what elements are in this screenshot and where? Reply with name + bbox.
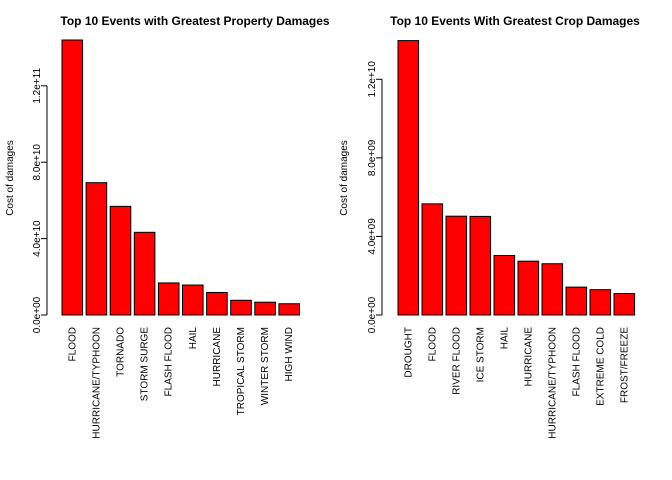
bar [254, 301, 276, 316]
bars-property [61, 39, 300, 316]
y-axis-property: 0.0e+00 4.0e+10 8.0e+10 1.2e+11 [32, 68, 48, 333]
category-label: TROPICAL STORM [236, 327, 247, 415]
y-tick-label: 4.0e+09 [367, 218, 378, 255]
y-axis-label-crop: Cost of damages [339, 140, 350, 216]
category-label: RIVER FLOOD [451, 327, 462, 395]
category-label: FLASH FLOOD [164, 327, 175, 396]
category-label: HURRICANE/TYPHOON [91, 327, 102, 439]
bar [541, 263, 564, 316]
bar [133, 231, 156, 316]
bar [517, 260, 540, 316]
category-label: HURRICANE [212, 327, 223, 387]
category-label: TORNADO [116, 327, 127, 377]
bar [421, 203, 444, 316]
category-label: FLOOD [427, 327, 438, 361]
category-label: HIGH WIND [284, 327, 295, 381]
y-axis-label-property: Cost of damages [5, 140, 16, 216]
y-tick-label: 4.0e+10 [32, 220, 43, 257]
bar [565, 286, 588, 316]
bar [278, 303, 300, 316]
bar [445, 215, 468, 316]
bar [589, 289, 612, 316]
category-label: HURRICANE/TYPHOON [547, 327, 558, 439]
bar [613, 293, 636, 316]
y-axis-crop: 0.0e+00 4.0e+09 8.0e+09 1.2e+10 [367, 61, 383, 333]
bar [157, 282, 180, 316]
y-tick-label: 8.0e+10 [32, 144, 43, 181]
panel-crop-damages: Top 10 Events With Greatest Crop Damages… [339, 14, 640, 439]
category-label: EXTREME COLD [595, 327, 606, 406]
category-label: ICE STORM [475, 327, 486, 382]
bar [230, 299, 252, 316]
y-tick-label: 1.2e+10 [367, 61, 378, 98]
panel-property-damages: Top 10 Events with Greatest Property Dam… [5, 14, 330, 439]
bar [109, 205, 132, 316]
category-label: HAIL [188, 327, 199, 350]
category-label: HAIL [499, 327, 510, 350]
category-labels-property: FLOOD HURRICANE/TYPHOON TORNADO STORM SURGE… [67, 327, 295, 439]
y-tick-label: 0.0e+00 [367, 296, 378, 333]
y-tick-label: 8.0e+09 [367, 139, 378, 176]
category-label: FLASH FLOOD [571, 327, 582, 396]
category-label: FLOOD [67, 327, 78, 361]
category-label: STORM SURGE [140, 327, 151, 402]
y-tick-label: 1.2e+11 [32, 68, 43, 104]
y-tick-label: 0.0e+00 [32, 296, 43, 333]
chart-title-property: Top 10 Events with Greatest Property Dam… [60, 14, 330, 28]
bar [397, 40, 420, 316]
category-label: WINTER STORM [260, 327, 271, 405]
bar [206, 291, 228, 316]
bar [85, 182, 108, 316]
bar [493, 254, 516, 316]
bar [61, 39, 84, 316]
category-label: FROST/FREEZE [619, 327, 630, 403]
category-label: DROUGHT [403, 327, 414, 378]
category-labels-crop: DROUGHT FLOOD RIVER FLOOD ICE STORM HAIL HURR… [403, 327, 630, 439]
bars-crop [397, 40, 636, 316]
category-label: HURRICANE [523, 327, 534, 387]
chart-title-crop: Top 10 Events With Greatest Crop Damages [390, 14, 640, 28]
bar [182, 284, 204, 316]
bar [469, 215, 492, 316]
